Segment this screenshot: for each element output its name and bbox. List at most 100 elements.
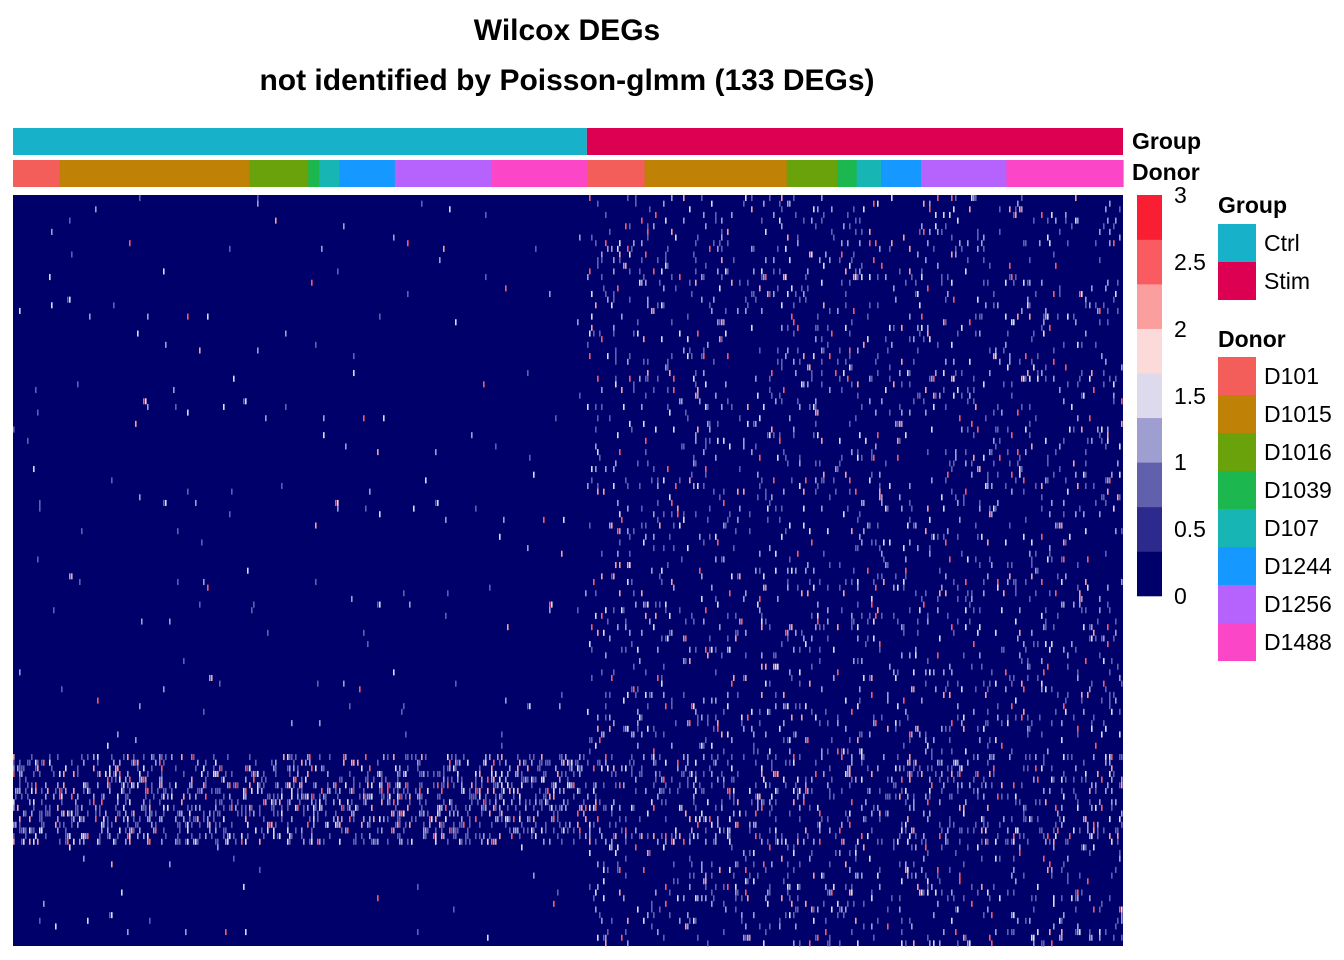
heatmap-cell [765, 895, 767, 902]
heatmap-cell [1119, 731, 1121, 738]
heatmap-cell [653, 466, 655, 473]
heatmap-cell [961, 686, 963, 693]
heatmap-cell [615, 850, 617, 857]
heatmap-cell [743, 850, 745, 857]
heatmap-cell [873, 257, 875, 264]
heatmap-cell [945, 449, 947, 456]
heatmap-cell [847, 211, 849, 218]
heatmap-cell [689, 833, 691, 840]
heatmap-cell [887, 725, 889, 732]
heatmap-cell [913, 398, 915, 405]
heatmap-cell [501, 787, 503, 794]
heatmap-cell [745, 652, 747, 659]
heatmap-cell [869, 375, 871, 382]
heatmap-cell [339, 776, 341, 783]
heatmap-cell [1059, 443, 1061, 450]
heatmap-cell [529, 754, 531, 761]
heatmap-cell [111, 776, 113, 783]
heatmap-cell [797, 584, 799, 591]
heatmap-cell [823, 477, 825, 484]
heatmap-cell [889, 539, 891, 546]
heatmap-cell [555, 782, 557, 789]
heatmap-cell [1037, 816, 1039, 823]
heatmap-cell [495, 799, 497, 806]
heatmap-cell [949, 816, 951, 823]
heatmap-cell [827, 607, 829, 614]
heatmap-cell [191, 804, 193, 811]
heatmap-cell [877, 573, 879, 580]
heatmap-cell [633, 386, 635, 394]
heatmap-cell [929, 516, 931, 523]
heatmap-cell [461, 787, 463, 794]
heatmap-cell [219, 680, 221, 687]
heatmap-cell [543, 770, 545, 778]
heatmap-cell [943, 691, 945, 698]
heatmap-cell [993, 290, 995, 298]
heatmap-cell [151, 810, 153, 817]
heatmap-cell [497, 782, 499, 789]
heatmap-cell [523, 827, 525, 834]
heatmap-cell [981, 533, 983, 540]
heatmap-cell [697, 821, 699, 828]
donor-legend-label: D107 [1264, 515, 1319, 541]
heatmap-cell [623, 782, 625, 789]
heatmap-cell [669, 912, 671, 919]
heatmap-cell [327, 782, 329, 789]
heatmap-cell [87, 810, 89, 817]
heatmap-cell [481, 838, 483, 845]
heatmap-cell [855, 228, 857, 235]
heatmap-cell [451, 754, 453, 761]
heatmap-cell [915, 522, 917, 529]
heatmap-cell [705, 381, 707, 388]
heatmap-cell [937, 533, 939, 540]
heatmap-cell [573, 770, 575, 778]
heatmap-cell [667, 635, 669, 642]
heatmap-cell [611, 754, 613, 761]
heatmap-cell [605, 691, 607, 698]
color-scale-segment [1137, 417, 1162, 463]
heatmap-cell [647, 725, 649, 732]
heatmap-cell [911, 872, 913, 879]
heatmap-cell [943, 319, 945, 326]
heatmap-cell [663, 731, 665, 738]
heatmap-cell [527, 545, 529, 552]
heatmap-cell [107, 827, 109, 834]
heatmap-cell [589, 195, 591, 202]
heatmap-cell [1041, 940, 1043, 947]
heatmap-cell [595, 906, 597, 913]
heatmap-cell [1087, 821, 1089, 828]
heatmap-cell [587, 793, 589, 800]
heatmap-cell [859, 697, 861, 704]
heatmap-cell [1043, 787, 1045, 794]
heatmap-cell [629, 353, 631, 360]
heatmap-cell [107, 821, 109, 828]
heatmap-cell [355, 838, 357, 845]
heatmap-cell [343, 680, 345, 687]
heatmap-cell [29, 838, 31, 845]
heatmap-cell [1061, 917, 1063, 924]
heatmap-cell [805, 641, 807, 648]
heatmap-cell [687, 923, 689, 930]
heatmap-cell [1111, 471, 1113, 478]
heatmap-cell [1101, 494, 1103, 501]
heatmap-cell [33, 804, 35, 811]
heatmap-cell [539, 799, 541, 806]
heatmap-cell [1057, 612, 1059, 619]
heatmap-cell [971, 900, 973, 907]
heatmap-cell [163, 793, 165, 800]
heatmap-cell [153, 793, 155, 800]
heatmap-cell [787, 200, 789, 207]
heatmap-cell [825, 708, 827, 715]
heatmap-cell [765, 866, 767, 873]
heatmap-cell [775, 663, 777, 670]
heatmap-cell [251, 607, 253, 614]
heatmap-cell [205, 759, 207, 766]
heatmap-cell [585, 833, 587, 840]
heatmap-cell [835, 370, 837, 377]
heatmap-cell [925, 844, 927, 851]
heatmap-cell [1107, 426, 1109, 433]
heatmap-cell [627, 195, 629, 202]
heatmap-cell [731, 573, 733, 580]
heatmap-cell [771, 494, 773, 501]
heatmap-cell [1015, 578, 1017, 586]
